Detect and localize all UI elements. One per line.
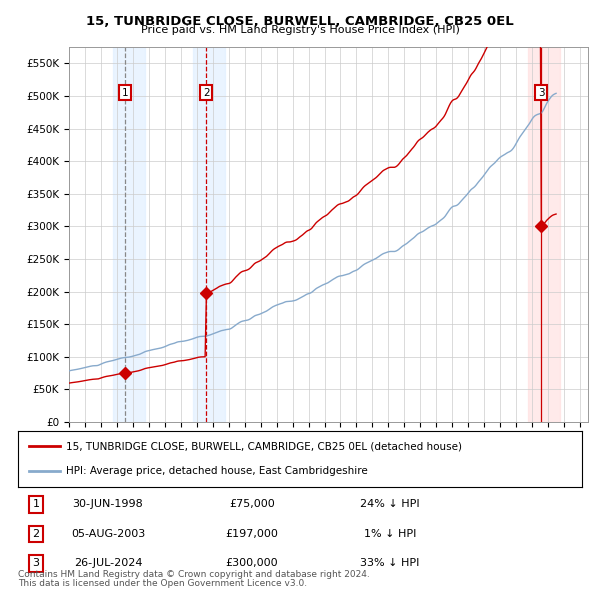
Text: 2: 2 bbox=[32, 529, 40, 539]
Text: Price paid vs. HM Land Registry's House Price Index (HPI): Price paid vs. HM Land Registry's House … bbox=[140, 25, 460, 35]
Text: 1: 1 bbox=[122, 88, 128, 98]
Bar bbox=[528, 47, 560, 422]
Text: 1: 1 bbox=[32, 500, 40, 509]
Text: Contains HM Land Registry data © Crown copyright and database right 2024.: Contains HM Land Registry data © Crown c… bbox=[18, 571, 370, 579]
Text: 15, TUNBRIDGE CLOSE, BURWELL, CAMBRIDGE, CB25 0EL: 15, TUNBRIDGE CLOSE, BURWELL, CAMBRIDGE,… bbox=[86, 15, 514, 28]
Bar bbox=[193, 47, 224, 422]
Text: £197,000: £197,000 bbox=[226, 529, 278, 539]
Text: 30-JUN-1998: 30-JUN-1998 bbox=[73, 500, 143, 509]
Text: 26-JUL-2024: 26-JUL-2024 bbox=[74, 559, 142, 568]
Bar bbox=[113, 47, 145, 422]
Text: HPI: Average price, detached house, East Cambridgeshire: HPI: Average price, detached house, East… bbox=[66, 466, 368, 476]
Text: 05-AUG-2003: 05-AUG-2003 bbox=[71, 529, 145, 539]
Text: 3: 3 bbox=[538, 88, 544, 98]
Text: 1% ↓ HPI: 1% ↓ HPI bbox=[364, 529, 416, 539]
Text: 3: 3 bbox=[32, 559, 40, 568]
Text: £300,000: £300,000 bbox=[226, 559, 278, 568]
Text: This data is licensed under the Open Government Licence v3.0.: This data is licensed under the Open Gov… bbox=[18, 579, 307, 588]
Text: 15, TUNBRIDGE CLOSE, BURWELL, CAMBRIDGE, CB25 0EL (detached house): 15, TUNBRIDGE CLOSE, BURWELL, CAMBRIDGE,… bbox=[66, 441, 462, 451]
Text: 24% ↓ HPI: 24% ↓ HPI bbox=[360, 500, 420, 509]
Text: 2: 2 bbox=[203, 88, 209, 98]
Text: 33% ↓ HPI: 33% ↓ HPI bbox=[361, 559, 419, 568]
Text: £75,000: £75,000 bbox=[229, 500, 275, 509]
